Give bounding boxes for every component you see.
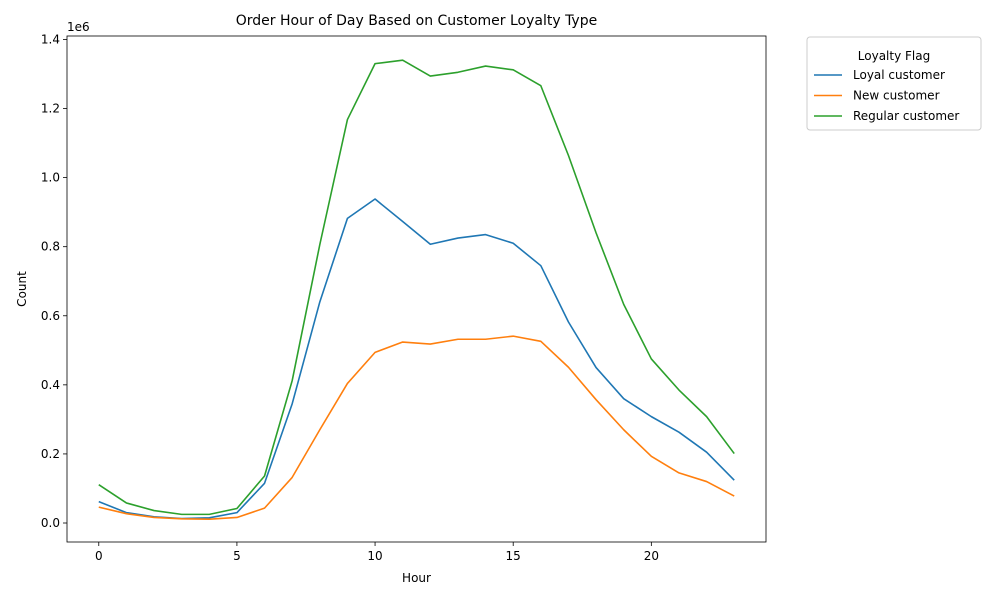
legend-title: Loyalty Flag — [858, 49, 930, 63]
chart-title: Order Hour of Day Based on Customer Loya… — [236, 13, 597, 29]
x-tick-label: 15 — [506, 549, 521, 563]
y-tick-label: 0.6 — [41, 309, 60, 323]
y-tick-label: 0.8 — [41, 240, 60, 254]
x-axis: 0 5 10 15 20 — [95, 542, 659, 563]
series-line-regular-customer — [98, 59, 735, 516]
y-tick-label: 0.2 — [41, 447, 60, 461]
series-line-loyal-customer — [98, 198, 735, 520]
y-axis-label: Count — [15, 271, 29, 307]
x-tick-label: 20 — [644, 549, 659, 563]
y-tick-label: 0.0 — [41, 516, 60, 530]
legend-entry: New customer — [853, 89, 940, 103]
legend-entry: Loyal customer — [853, 68, 945, 82]
y-tick-label: 1.0 — [41, 171, 60, 185]
plot-area — [66, 35, 767, 543]
series-lines — [98, 59, 735, 521]
y-axis: 0.0 0.2 0.4 0.6 0.8 1.0 1.2 1.4 — [41, 32, 67, 530]
x-tick-label: 0 — [95, 549, 103, 563]
x-axis-label: Hour — [402, 571, 431, 585]
legend: Loyalty Flag Loyal customer New customer R… — [806, 36, 982, 131]
legend-entry: Regular customer — [853, 109, 959, 123]
y-tick-label: 0.4 — [41, 378, 60, 392]
legend-frame — [806, 36, 982, 131]
y-tick-label: 1.2 — [41, 102, 60, 116]
series-line-new-customer — [98, 335, 735, 521]
y-tick-label: 1.4 — [41, 32, 60, 46]
plot-frame — [66, 35, 767, 543]
x-tick-label: 10 — [367, 549, 382, 563]
y-scale-label: 1e6 — [67, 20, 90, 34]
x-tick-label: 5 — [233, 549, 241, 563]
